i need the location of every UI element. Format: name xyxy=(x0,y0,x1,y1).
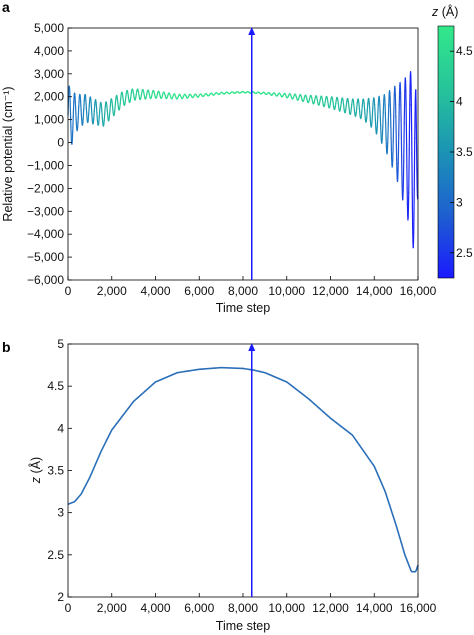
panel-a-y-tick-label: −1,000 xyxy=(27,158,64,172)
panel-b-y-tick-label: 5 xyxy=(57,337,64,351)
colorbar-tick-label: 2.5 xyxy=(456,246,473,260)
panel-a-ticks: 0 2,000 4,000 6,000 8,000 10,000 12,000 14,000 1… xyxy=(27,21,437,298)
colorbar: 2.5 3 3.5 4 4.5 z (Å) xyxy=(431,4,473,279)
panel-b-label: b xyxy=(2,339,11,355)
panel-b-x-tick-label: 4,000 xyxy=(140,601,170,615)
panel-a-y-tick-label: 1,000 xyxy=(34,113,64,127)
panel-a-y-tick-label: 4,000 xyxy=(34,44,64,58)
panel-a-y-tick-label: 5,000 xyxy=(34,21,64,35)
panel-b-y-tick-label: 3 xyxy=(57,506,64,520)
panel-b-y-tick-label: 3.5 xyxy=(47,464,64,478)
panel-b-x-label: Time step xyxy=(216,619,270,633)
colorbar-ticks: 2.5 3 3.5 4 4.5 xyxy=(450,44,473,260)
panel-b-x-tick-label: 8,000 xyxy=(228,601,258,615)
panel-a-time-marker xyxy=(248,27,256,280)
panel-a-x-tick-label: 4,000 xyxy=(140,284,170,298)
panel-b-x-tick-label: 10,000 xyxy=(268,601,305,615)
colorbar-label: z (Å) xyxy=(431,4,458,19)
panel-b: b 0 2,000 4,000 6,000 8,000 10,000 12,000 14,00… xyxy=(2,337,437,633)
panel-a-series xyxy=(67,71,419,249)
panel-b-y-tick-label: 4.5 xyxy=(47,379,64,393)
panel-a-label: a xyxy=(2,0,10,15)
panel-a-y-tick-label: −2,000 xyxy=(27,181,64,195)
panel-a-x-tick-label: 0 xyxy=(65,284,72,298)
panel-a-x-tick-label: 12,000 xyxy=(312,284,349,298)
panel-b-x-tick-label: 6,000 xyxy=(184,601,214,615)
panel-a-y-tick-label: −6,000 xyxy=(27,273,64,287)
colorbar-tick-label: 4 xyxy=(456,95,463,109)
panel-a-marker-arrowhead xyxy=(248,27,256,35)
panel-a-x-tick-label: 16,000 xyxy=(400,284,437,298)
panel-b-x-tick-label: 14,000 xyxy=(356,601,393,615)
panel-b-y-tick-label: 2 xyxy=(57,590,64,604)
panel-a-x-tick-label: 8,000 xyxy=(228,284,258,298)
panel-a-y-tick-label: −5,000 xyxy=(27,250,64,264)
panel-b-ticks: 0 2,000 4,000 6,000 8,000 10,000 12,000 14,000 1… xyxy=(47,337,436,615)
panel-a-frame xyxy=(67,27,419,281)
panel-b-z-line xyxy=(67,366,419,573)
panel-a-x-tick-label: 10,000 xyxy=(268,284,305,298)
panel-b-y-tick-label: 2.5 xyxy=(47,548,64,562)
panel-a-y-tick-label: 2,000 xyxy=(34,90,64,104)
panel-b-marker-arrowhead xyxy=(248,343,256,351)
colorbar-tick-label: 3.5 xyxy=(456,145,473,159)
panel-a: a 0 2,000 4,000 6,000 8,000 10,000 12,000 14,00… xyxy=(1,0,473,315)
panel-a-y-tick-label: −4,000 xyxy=(27,227,64,241)
panel-b-y-label: z (Å) xyxy=(28,457,43,484)
panel-a-x-tick-label: 6,000 xyxy=(184,284,214,298)
panel-a-x-tick-label: 14,000 xyxy=(356,284,393,298)
panel-a-x-label: Time step xyxy=(216,301,270,315)
panel-b-x-tick-label: 0 xyxy=(65,601,72,615)
panel-b-x-tick-label: 12,000 xyxy=(312,601,349,615)
panel-a-y-label: Relative potential (cm⁻¹) xyxy=(1,86,15,221)
panel-b-series xyxy=(67,366,419,573)
panel-a-y-tick-label: 0 xyxy=(57,136,64,150)
panel-a-y-tick-label: 3,000 xyxy=(34,67,64,81)
panel-b-frame xyxy=(67,343,419,598)
panel-b-x-tick-label: 2,000 xyxy=(97,601,127,615)
colorbar-tick-label: 3 xyxy=(456,195,463,209)
panel-b-time-marker xyxy=(248,343,256,597)
panel-a-y-tick-label: −3,000 xyxy=(27,204,64,218)
panel-a-x-tick-label: 2,000 xyxy=(97,284,127,298)
colorbar-tick-label: 4.5 xyxy=(456,44,473,58)
panel-b-y-tick-label: 4 xyxy=(57,421,64,435)
panel-b-x-tick-label: 16,000 xyxy=(400,601,437,615)
